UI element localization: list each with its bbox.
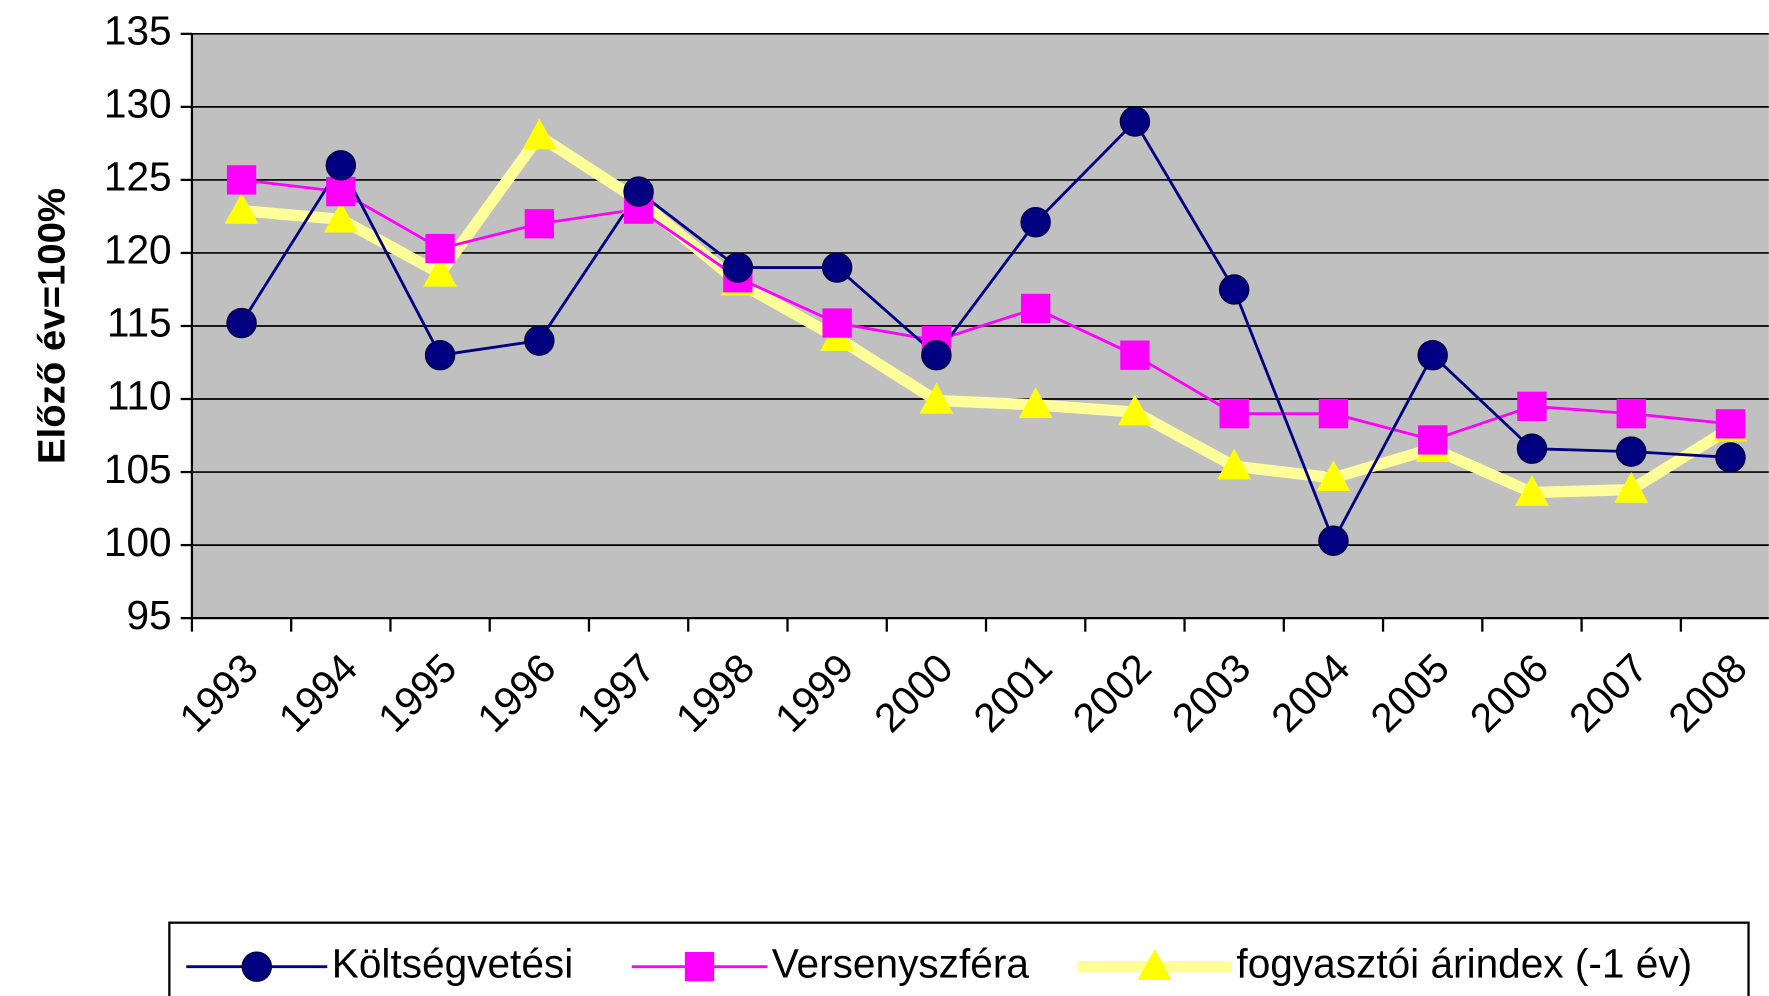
marker xyxy=(424,339,456,371)
x-tick-label: 2006 xyxy=(1461,645,1557,741)
x-tick-label: 2004 xyxy=(1262,645,1358,741)
y-tick-label: 110 xyxy=(107,373,172,419)
marker xyxy=(1120,340,1150,370)
y-tick-label: 100 xyxy=(104,519,172,565)
marker xyxy=(1219,398,1249,429)
marker xyxy=(1020,293,1051,324)
marker xyxy=(1715,409,1746,439)
marker xyxy=(522,118,557,150)
x-tick-label: 2007 xyxy=(1560,645,1656,741)
marker xyxy=(425,233,455,264)
marker xyxy=(921,339,952,371)
marker xyxy=(226,307,257,339)
y-tick-label: 120 xyxy=(104,227,172,273)
x-tick-label: 2003 xyxy=(1163,645,1259,741)
marker xyxy=(1118,394,1152,426)
y-axis-label: Előző év=100% xyxy=(30,188,73,464)
legend xyxy=(168,921,1750,996)
marker xyxy=(822,308,852,338)
marker xyxy=(1119,106,1151,137)
x-tick-label: 1995 xyxy=(369,645,465,741)
marker xyxy=(1516,433,1548,464)
legend-label: fogyasztói árindex (-1 év) xyxy=(1236,940,1692,986)
y-tick-label: 115 xyxy=(107,300,172,346)
x-tick-label: 1994 xyxy=(270,645,366,741)
marker xyxy=(1614,471,1649,503)
y-tick-label: 125 xyxy=(104,154,172,200)
marker xyxy=(1316,460,1351,492)
legend-marker xyxy=(1137,949,1172,980)
y-tick-label: 135 xyxy=(104,8,172,54)
marker xyxy=(323,201,358,233)
x-tick-label: 1996 xyxy=(468,645,564,741)
x-tick-label: 2001 xyxy=(964,645,1060,741)
marker xyxy=(722,252,754,283)
marker xyxy=(919,382,954,414)
legend-marker xyxy=(241,951,273,982)
y-tick-label: 105 xyxy=(104,446,172,492)
x-tick-label: 1998 xyxy=(667,645,763,741)
marker xyxy=(821,252,853,283)
series-line xyxy=(241,178,1731,442)
x-tick-label: 2008 xyxy=(1659,645,1755,741)
marker xyxy=(1615,436,1647,467)
series-line xyxy=(241,130,1734,499)
marker xyxy=(1020,207,1051,238)
marker xyxy=(1517,391,1547,421)
marker xyxy=(325,150,357,181)
legend-label: Versenyszféra xyxy=(772,940,1030,986)
x-tick-label: 2002 xyxy=(1064,645,1160,741)
marker xyxy=(1217,448,1252,480)
marker xyxy=(224,192,259,224)
marker xyxy=(1218,274,1250,305)
marker xyxy=(1318,398,1349,429)
marker xyxy=(1318,525,1349,556)
x-tick-label: 1999 xyxy=(766,645,862,741)
x-tick-label: 2000 xyxy=(865,645,961,741)
x-tick-label: 1997 xyxy=(567,645,663,741)
legend-label: Költségvetési xyxy=(332,940,573,986)
x-tick-label: 2005 xyxy=(1362,645,1458,741)
marker xyxy=(1418,425,1448,455)
legend-marker xyxy=(684,952,715,982)
y-tick-label: 130 xyxy=(104,81,172,127)
marker xyxy=(1417,339,1448,371)
marker xyxy=(1515,474,1549,506)
marker xyxy=(226,165,257,195)
marker xyxy=(423,255,457,287)
marker xyxy=(1715,442,1746,473)
marker xyxy=(326,176,356,207)
y-tick-label: 95 xyxy=(126,592,171,638)
marker xyxy=(1018,387,1053,419)
marker xyxy=(1616,398,1646,429)
marker xyxy=(524,325,555,356)
series-line xyxy=(240,120,1731,543)
marker xyxy=(623,176,654,207)
marker xyxy=(524,209,555,239)
x-tick-label: 1993 xyxy=(170,645,266,741)
